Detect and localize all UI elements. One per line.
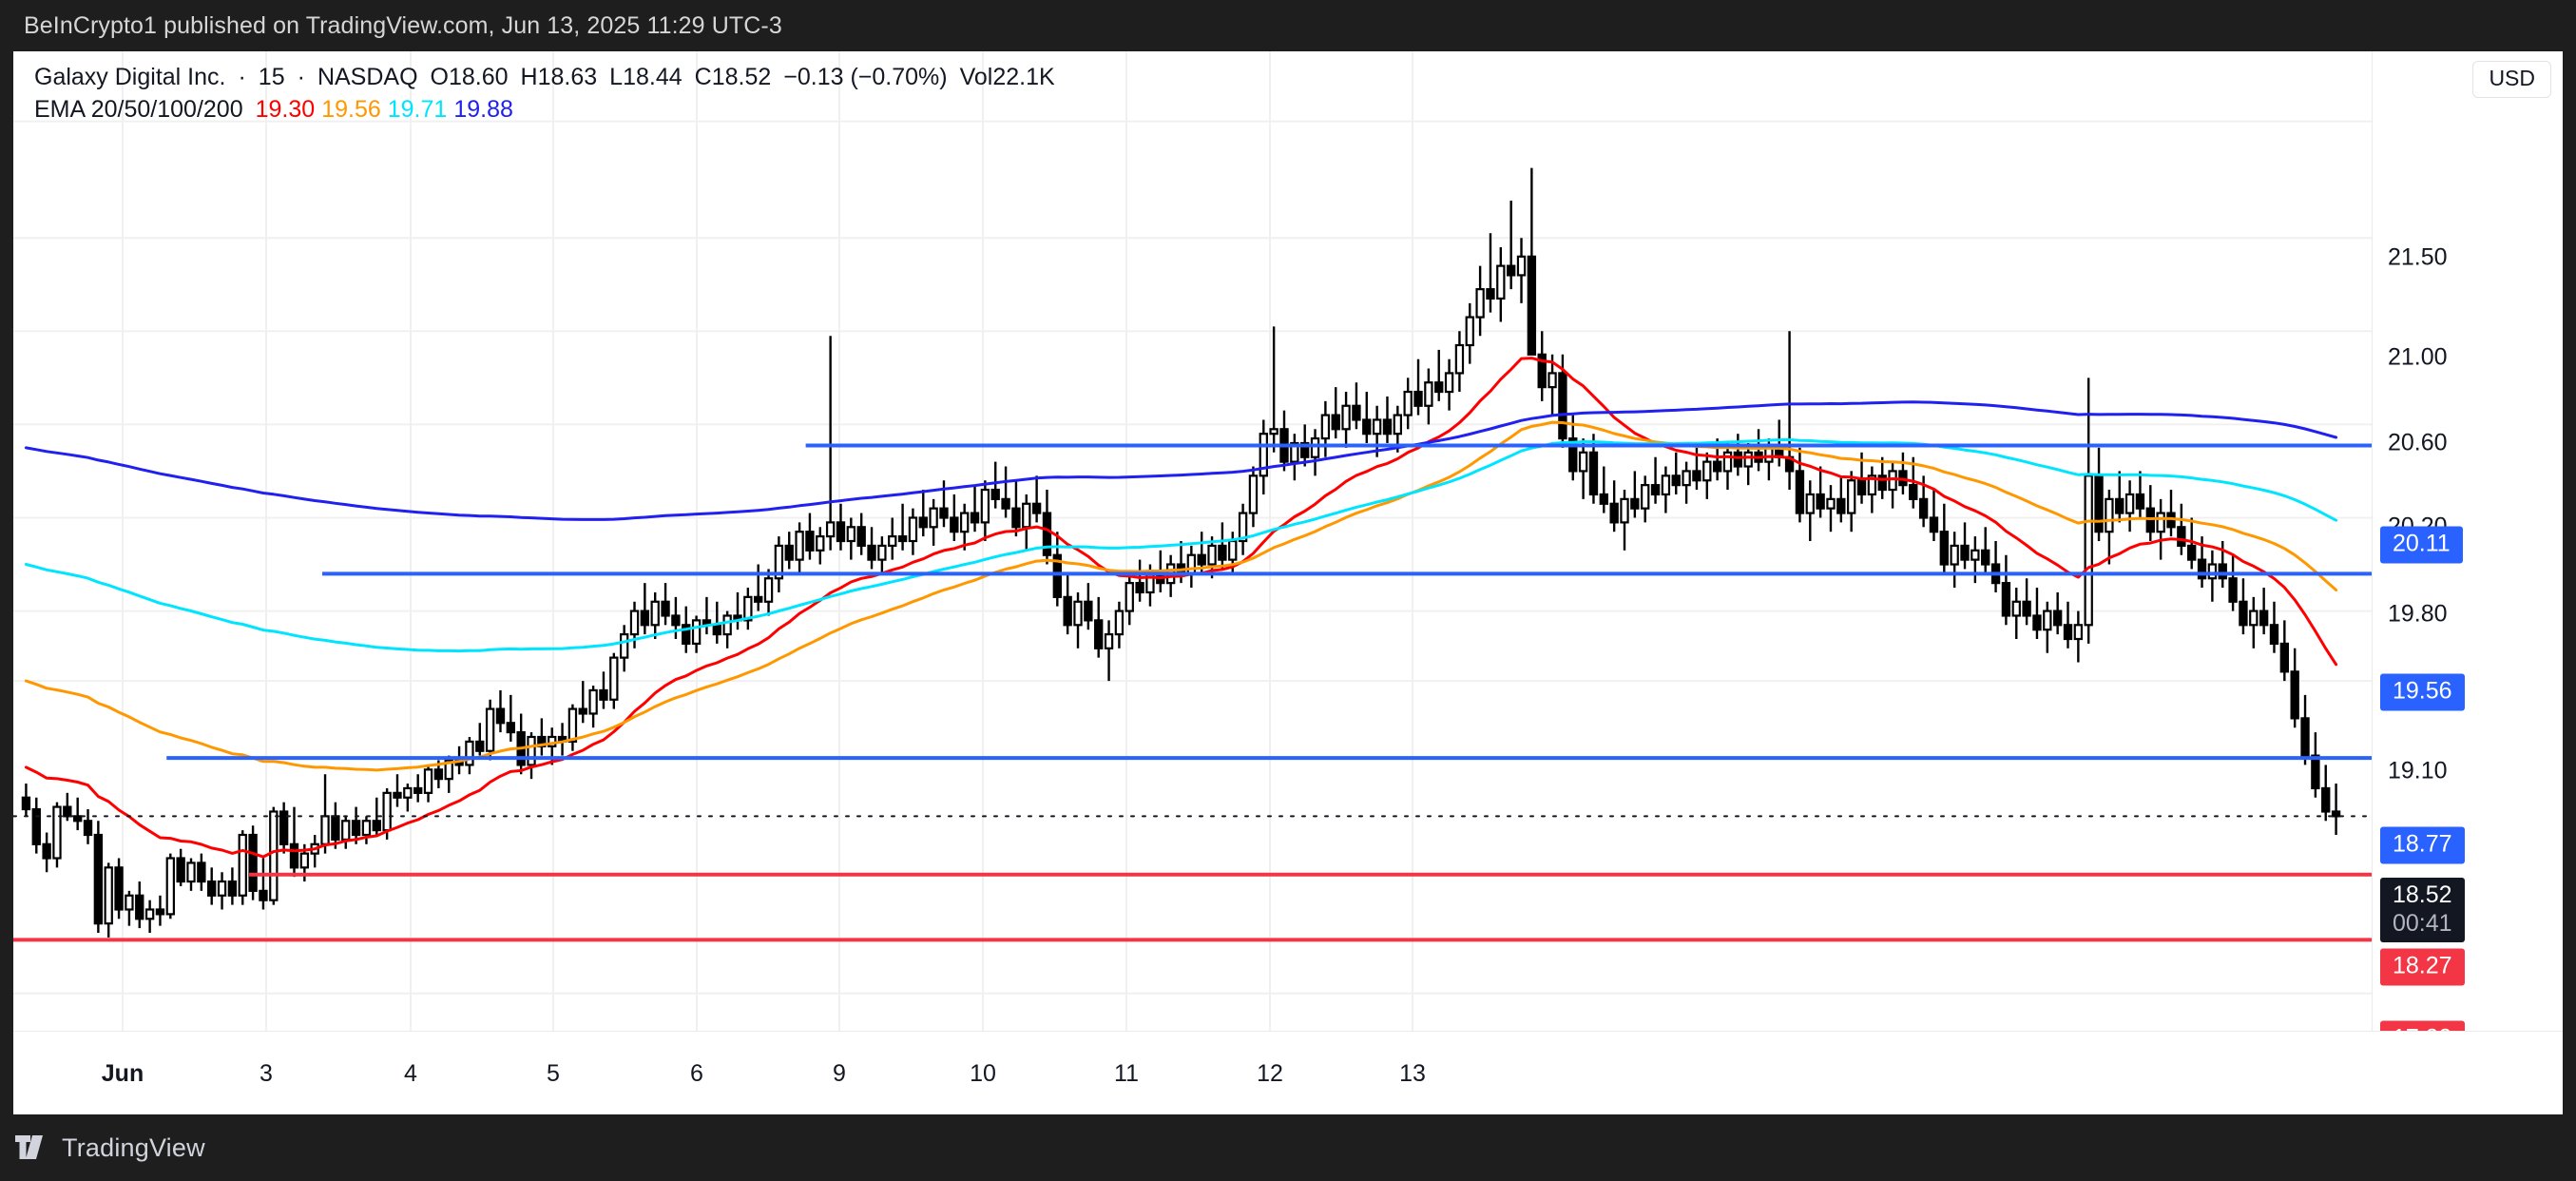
legend-open: O18.60 [430,64,509,90]
time-axis[interactable]: Jun 3 4 5 6 9 10 11 12 13 [13,1031,2563,1114]
price-axis-highlight-label[interactable]: 18.52 00:41 [2380,878,2465,942]
price-axis-tick: 21.00 [2388,343,2448,371]
legend-symbol[interactable]: Galaxy Digital Inc. [34,64,226,90]
legend-ema100-value: 19.71 [387,96,448,123]
legend-ema-row: EMA 20/50/100/200 19.30 19.56 19.71 19.8… [34,93,1055,126]
legend-ema50-value: 19.56 [321,96,381,123]
time-axis-tick: 13 [1399,1060,1426,1087]
price-axis-highlight-label[interactable]: 18.27 [2380,948,2465,986]
chart-legend: Galaxy Digital Inc. · 15 · NASDAQ O18.60… [34,61,1055,126]
price-axis-highlight-label[interactable]: 19.56 [2380,673,2465,711]
footer-bar: TradingView [0,1114,2576,1181]
candlestick-canvas [13,51,2372,1031]
tradingview-wordmark: TradingView [62,1133,205,1162]
time-axis-tick: 4 [404,1060,417,1087]
legend-exchange: NASDAQ [317,64,418,90]
legend-ohlc-row: Galaxy Digital Inc. · 15 · NASDAQ O18.60… [34,61,1055,93]
time-axis-tick: 3 [260,1060,273,1087]
price-axis-highlight-value: 18.77 [2393,830,2452,858]
price-axis-highlight-label[interactable]: 18.77 [2380,826,2465,864]
price-axis-highlight-label[interactable]: 20.11 [2380,526,2463,564]
legend-interval[interactable]: 15 [258,64,285,90]
attribution-text: BeInCrypto1 published on TradingView.com… [24,11,782,39]
legend-ema20-value: 19.30 [255,96,316,123]
price-plot-area[interactable] [13,51,2372,1031]
time-axis-tick: Jun [101,1060,144,1087]
countdown-timer: 00:41 [2393,910,2452,937]
attribution-bar: BeInCrypto1 published on TradingView.com… [0,0,2576,51]
time-axis-tick: 11 [1114,1060,1139,1087]
price-axis-highlight-value: 20.11 [2393,530,2451,557]
legend-high: H18.63 [520,64,598,90]
legend-separator-2: · [297,64,305,90]
legend-ema-title[interactable]: EMA 20/50/100/200 [34,96,243,123]
legend-separator-1: · [238,64,246,90]
time-axis-tick: 12 [1257,1060,1283,1087]
price-axis[interactable]: 21.5021.0020.6020.2019.8019.4019.1017.76… [2372,51,2563,1059]
legend-change: −0.13 (−0.70%) [783,64,948,90]
legend-volume: Vol22.1K [959,64,1055,90]
chart-frame[interactable]: Galaxy Digital Inc. · 15 · NASDAQ O18.60… [13,51,2563,1114]
legend-close: C18.52 [694,64,772,90]
price-axis-tick: 19.10 [2388,757,2448,784]
time-axis-tick: 6 [690,1060,703,1087]
time-axis-tick: 10 [970,1060,996,1087]
tradingview-mark-icon [15,1135,43,1159]
time-axis-tick: 9 [833,1060,846,1087]
price-axis-tick: 20.60 [2388,429,2448,456]
tradingview-logo[interactable]: TradingView [15,1133,205,1163]
price-axis-tick: 19.80 [2388,600,2448,628]
price-axis-highlight-value: 18.52 [2393,881,2452,908]
price-axis-highlight-value: 18.27 [2393,952,2452,979]
time-axis-tick: 5 [547,1060,560,1087]
legend-low: L18.44 [609,64,682,90]
legend-ema200-value: 19.88 [453,96,513,123]
currency-badge[interactable]: USD [2472,61,2551,98]
price-axis-tick: 21.50 [2388,243,2448,271]
price-axis-highlight-value: 19.56 [2393,677,2452,705]
